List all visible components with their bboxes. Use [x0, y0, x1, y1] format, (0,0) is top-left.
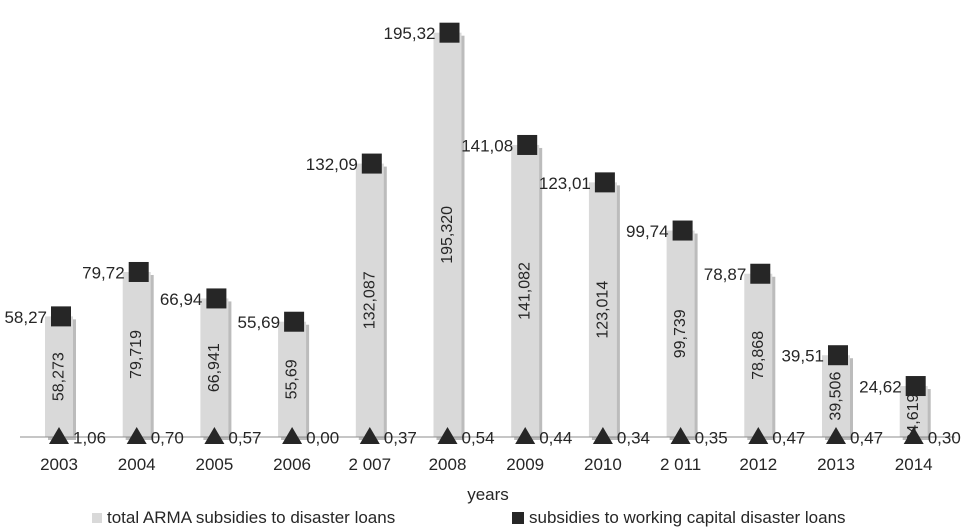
bar-value-label: 55,69: [284, 359, 301, 399]
square-value-label: 99,74: [626, 222, 669, 241]
legend-swatch-total-arma: [92, 512, 102, 523]
bar: [200, 298, 229, 437]
bar-value-label: 39,506: [828, 372, 845, 421]
x-axis-title: years: [467, 485, 509, 504]
bar: [822, 355, 850, 437]
square-value-label: 78,87: [704, 265, 747, 284]
legend-label-total-arma: total ARMA subsidies to disaster loans: [107, 508, 396, 527]
x-tick-label: 2005: [195, 455, 233, 474]
legend-item-total-arma: total ARMA subsidies to disaster loans: [92, 508, 395, 527]
bar-value-label: 78,868: [750, 331, 767, 380]
triangle-value-label: 0,30: [928, 429, 961, 448]
bar-value-label: 123,014: [594, 281, 611, 339]
bar-value-label: 66,941: [206, 343, 223, 392]
triangle-value-label: 1,06: [73, 429, 106, 448]
square-value-label: 39,51: [781, 347, 824, 366]
square-value-label: 195,32: [384, 24, 436, 43]
triangle-value-label: 0,47: [850, 429, 883, 448]
square-value-label: 132,09: [306, 155, 358, 174]
legend: total ARMA subsidies to disaster loans s…: [0, 508, 967, 527]
square-marker: [517, 134, 538, 155]
square-value-label: 58,27: [4, 308, 47, 327]
x-tick-label: 2006: [273, 455, 311, 474]
triangle-marker: [282, 427, 303, 444]
triangle-value-label: 0,47: [772, 429, 805, 448]
bar: [45, 316, 73, 437]
square-value-label: 66,94: [160, 290, 203, 309]
legend-item-working-capital: subsidies to working capital disaster lo…: [512, 508, 846, 527]
square-marker: [51, 306, 71, 327]
bar: [433, 32, 462, 438]
triangle-marker: [126, 427, 147, 444]
triangle-marker: [826, 427, 846, 444]
x-tick-label: 2010: [584, 455, 622, 474]
triangle-marker: [204, 427, 225, 444]
square-value-label: 79,72: [82, 263, 125, 282]
bar: [355, 163, 384, 438]
triangle-marker: [359, 427, 380, 444]
triangle-marker: [748, 427, 769, 444]
bar-value-label: 99,739: [672, 309, 689, 358]
bar-value-label: 58,273: [51, 352, 68, 401]
triangle-value-label: 0,57: [228, 429, 261, 448]
x-tick-label: 2003: [40, 455, 78, 474]
square-marker: [128, 261, 149, 282]
x-tick-label: 2014: [895, 455, 933, 474]
triangle-value-label: 0,00: [306, 429, 339, 448]
x-tick-label: 2009: [506, 455, 544, 474]
bar-value-label: 195,320: [439, 206, 456, 264]
triangle-marker: [670, 427, 691, 444]
triangle-marker: [49, 427, 69, 444]
x-tick-label: 2 011: [660, 455, 701, 474]
square-value-label: 141,08: [461, 136, 513, 155]
square-marker: [750, 263, 771, 284]
triangle-marker: [437, 427, 458, 444]
triangle-value-label: 0,34: [617, 429, 650, 448]
bar-value-label: 79,719: [128, 330, 145, 379]
square-value-label: 55,69: [238, 313, 281, 332]
bar-value-label: 24,619: [905, 393, 922, 442]
triangle-value-label: 0,70: [151, 429, 184, 448]
bar: [744, 273, 773, 437]
x-tick-label: 2 007: [349, 455, 392, 474]
square-value-label: 24,62: [859, 378, 902, 397]
bar: [666, 230, 695, 437]
x-tick-label: 2004: [118, 455, 156, 474]
x-tick-label: 2013: [817, 455, 855, 474]
bar: [588, 182, 617, 437]
square-marker: [594, 172, 615, 193]
triangle-marker: [592, 427, 613, 444]
bar: [122, 271, 151, 437]
triangle-value-label: 0,37: [384, 429, 417, 448]
bar: [511, 144, 540, 437]
bar: [278, 321, 307, 437]
bar-value-label: 132,087: [361, 271, 378, 329]
triangle-marker: [515, 427, 536, 444]
square-marker: [439, 22, 460, 43]
legend-swatch-working-capital: [512, 511, 524, 524]
triangle-value-label: 0,54: [462, 429, 495, 448]
square-marker: [905, 376, 926, 397]
square-marker: [206, 288, 227, 309]
x-tick-label: 2008: [429, 455, 467, 474]
square-marker: [361, 153, 382, 174]
square-marker: [828, 345, 848, 366]
chart: 58,273 79,719 66,941 55,69 132,087 195,320 141…: [4, 22, 961, 504]
square-value-label: 123,01: [539, 174, 591, 193]
legend-label-working-capital: subsidies to working capital disaster lo…: [529, 508, 846, 527]
square-marker: [672, 220, 693, 241]
x-tick-label: 2012: [739, 455, 777, 474]
triangle-value-label: 0,44: [539, 429, 572, 448]
square-marker: [284, 311, 305, 332]
triangle-marker: [903, 427, 924, 444]
triangle-value-label: 0,35: [695, 429, 728, 448]
bar-value-label: 141,082: [517, 262, 534, 320]
